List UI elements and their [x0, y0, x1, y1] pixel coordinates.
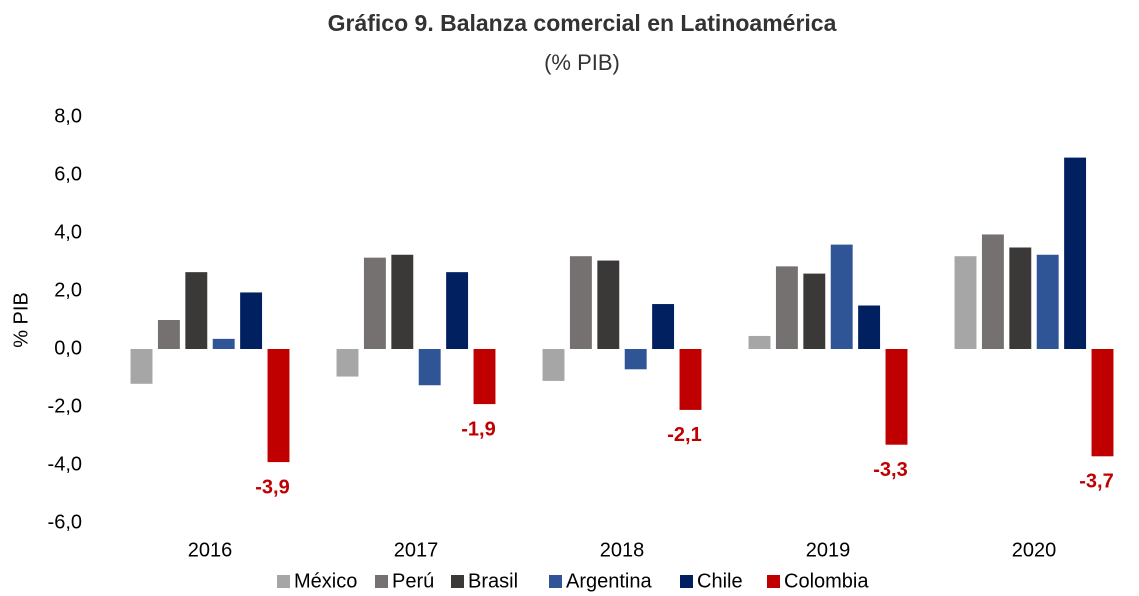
data-label: -2,1: [667, 424, 701, 446]
y-tick-label: 6,0: [54, 163, 82, 185]
bar: [981, 234, 1004, 349]
bar: [267, 349, 290, 463]
data-label: -3,3: [873, 459, 907, 481]
bar: [212, 338, 235, 349]
y-tick-label: 8,0: [54, 105, 82, 127]
legend-swatch: [277, 575, 290, 588]
bar: [363, 257, 386, 349]
legend-label: México: [294, 570, 357, 592]
x-tick-label: 2020: [1012, 539, 1057, 561]
bar: [803, 273, 826, 349]
bar: [1009, 247, 1032, 349]
legend-swatch: [549, 575, 562, 588]
y-tick-label: 2,0: [54, 279, 82, 301]
y-tick-label: -6,0: [48, 511, 82, 533]
bar: [1064, 157, 1087, 349]
x-tick-label: 2018: [600, 539, 645, 561]
bar: [336, 349, 359, 377]
y-axis-label: % PIB: [10, 292, 32, 348]
y-tick-label: 4,0: [54, 221, 82, 243]
bar: [446, 272, 469, 349]
bar: [1091, 349, 1114, 457]
legend-swatch: [680, 575, 693, 588]
bar: [569, 256, 592, 349]
bar: [775, 266, 798, 349]
bar: [240, 292, 263, 349]
legend-label: Brasil: [468, 570, 518, 592]
bar: [624, 349, 647, 370]
chart-subtitle: (% PIB): [544, 50, 620, 75]
legend-label: Perú: [392, 570, 434, 592]
legend-swatch: [767, 575, 780, 588]
bar: [391, 254, 414, 349]
data-label: -3,7: [1079, 471, 1113, 493]
y-tick-label: -4,0: [48, 453, 82, 475]
legend-label: Chile: [697, 570, 743, 592]
x-tick-label: 2017: [394, 539, 439, 561]
bar: [542, 349, 565, 381]
bar: [748, 335, 771, 349]
bar: [473, 349, 496, 405]
data-label: -3,9: [255, 476, 289, 498]
bar: [830, 244, 853, 349]
legend-label: Argentina: [566, 570, 652, 592]
bar: [185, 272, 208, 349]
legend-label: Colombia: [784, 570, 869, 592]
y-tick-label: 0,0: [54, 337, 82, 359]
legend-swatch: [375, 575, 388, 588]
data-label: -1,9: [461, 418, 495, 440]
bar: [858, 305, 881, 349]
chart-title: Gráfico 9. Balanza comercial en Latinoam…: [328, 10, 837, 36]
x-tick-label: 2019: [806, 539, 851, 561]
bar: [679, 349, 702, 410]
legend-swatch: [451, 575, 464, 588]
bar: [954, 256, 977, 349]
bar: [1036, 254, 1059, 349]
bar: [885, 349, 908, 445]
bar: [418, 349, 441, 386]
y-tick-label: -2,0: [48, 395, 82, 417]
bar: [157, 320, 180, 349]
x-tick-label: 2016: [188, 539, 233, 561]
bar: [597, 260, 620, 349]
bar: [652, 304, 675, 349]
bar: [130, 349, 153, 384]
